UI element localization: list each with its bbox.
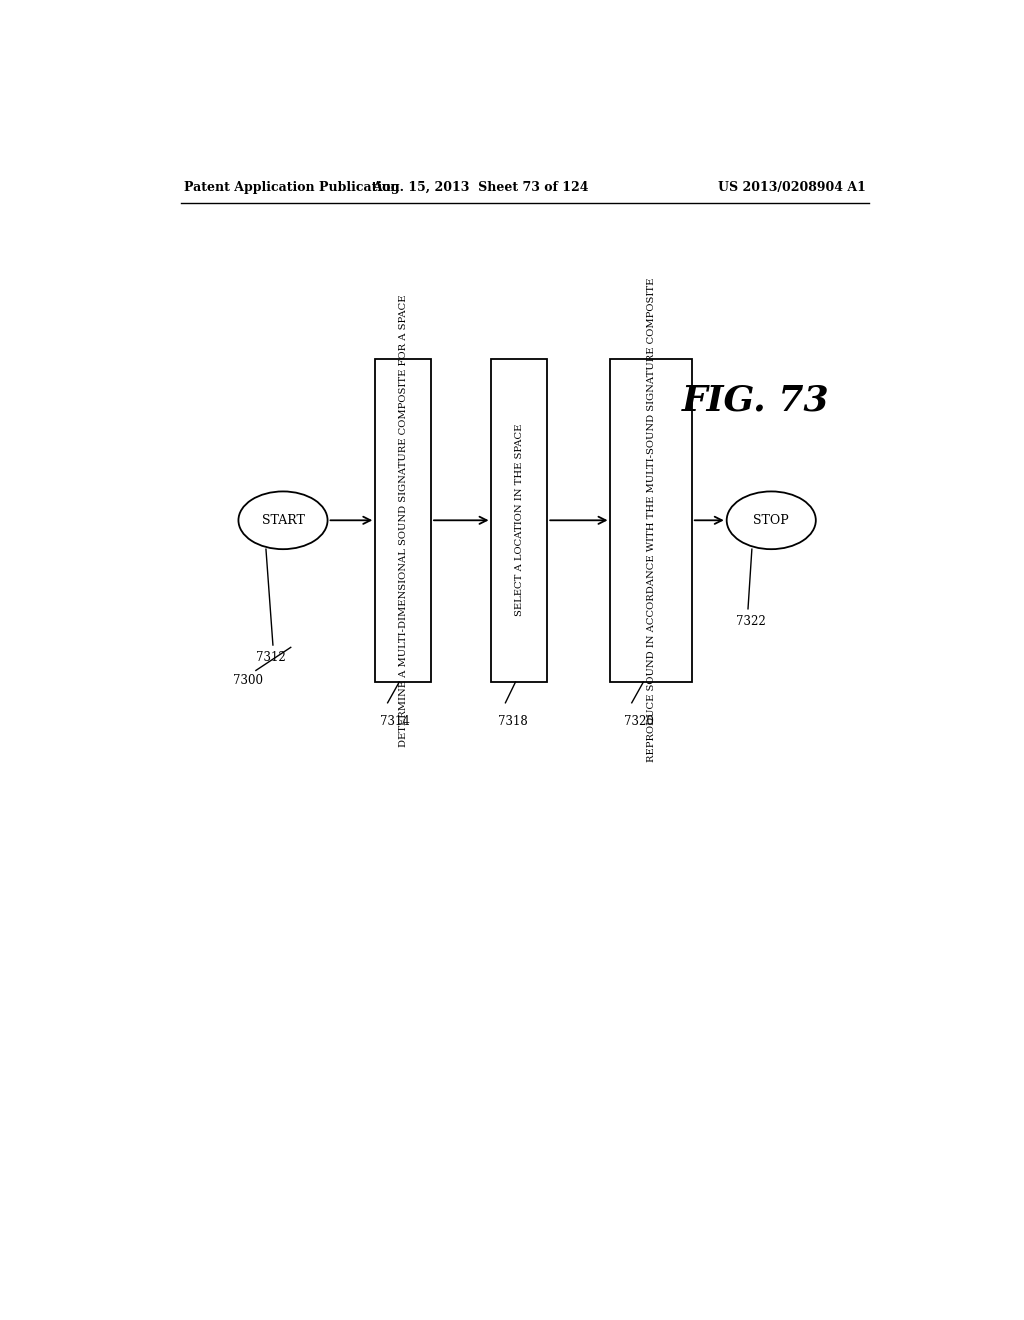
Text: STOP: STOP	[754, 513, 790, 527]
Text: Aug. 15, 2013  Sheet 73 of 124: Aug. 15, 2013 Sheet 73 of 124	[373, 181, 589, 194]
Text: REPRODUCE SOUND IN ACCORDANCE WITH THE MULTI-SOUND SIGNATURE COMPOSITE: REPRODUCE SOUND IN ACCORDANCE WITH THE M…	[646, 279, 655, 763]
Ellipse shape	[239, 491, 328, 549]
Text: 7318: 7318	[498, 715, 527, 729]
Text: DETERMINE A MULTI-DIMENSIONAL SOUND SIGNATURE COMPOSITE FOR A SPACE: DETERMINE A MULTI-DIMENSIONAL SOUND SIGN…	[398, 294, 408, 747]
Text: FIG. 73: FIG. 73	[682, 384, 829, 418]
Text: US 2013/0208904 A1: US 2013/0208904 A1	[718, 181, 866, 194]
Text: 7312: 7312	[256, 651, 286, 664]
Text: 7300: 7300	[232, 675, 262, 686]
Text: START: START	[261, 513, 304, 527]
Ellipse shape	[727, 491, 816, 549]
Bar	[375, 359, 431, 682]
Text: 7314: 7314	[380, 715, 410, 729]
Text: Patent Application Publication: Patent Application Publication	[183, 181, 399, 194]
Text: 7320: 7320	[624, 715, 654, 729]
Bar	[492, 359, 547, 682]
Text: 7322: 7322	[736, 615, 766, 628]
Bar	[610, 359, 692, 682]
Text: SELECT A LOCATION IN THE SPACE: SELECT A LOCATION IN THE SPACE	[515, 424, 524, 616]
